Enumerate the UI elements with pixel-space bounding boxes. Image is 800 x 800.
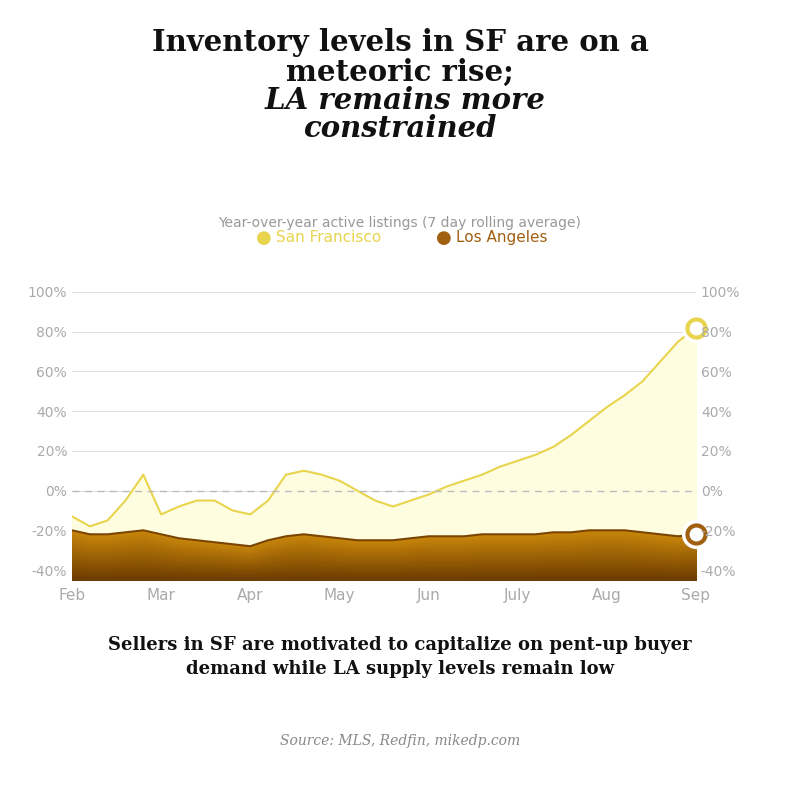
Text: LA remains more: LA remains more xyxy=(255,86,545,114)
Text: Inventory levels in SF are on a: Inventory levels in SF are on a xyxy=(151,28,649,57)
Text: Sellers in SF are motivated to capitalize on pent-up buyer
demand while LA suppl: Sellers in SF are motivated to capitaliz… xyxy=(108,636,692,678)
Text: ●: ● xyxy=(436,229,452,246)
Text: Source: MLS, Redfin, mikedp.com: Source: MLS, Redfin, mikedp.com xyxy=(280,734,520,749)
Text: Year-over-year active listings (7 day rolling average): Year-over-year active listings (7 day ro… xyxy=(218,216,582,230)
Text: San Francisco: San Francisco xyxy=(276,230,382,245)
Text: ●: ● xyxy=(256,229,272,246)
Text: Los Angeles: Los Angeles xyxy=(456,230,547,245)
Text: meteoric rise;: meteoric rise; xyxy=(286,58,514,86)
Text: constrained: constrained xyxy=(303,114,497,142)
